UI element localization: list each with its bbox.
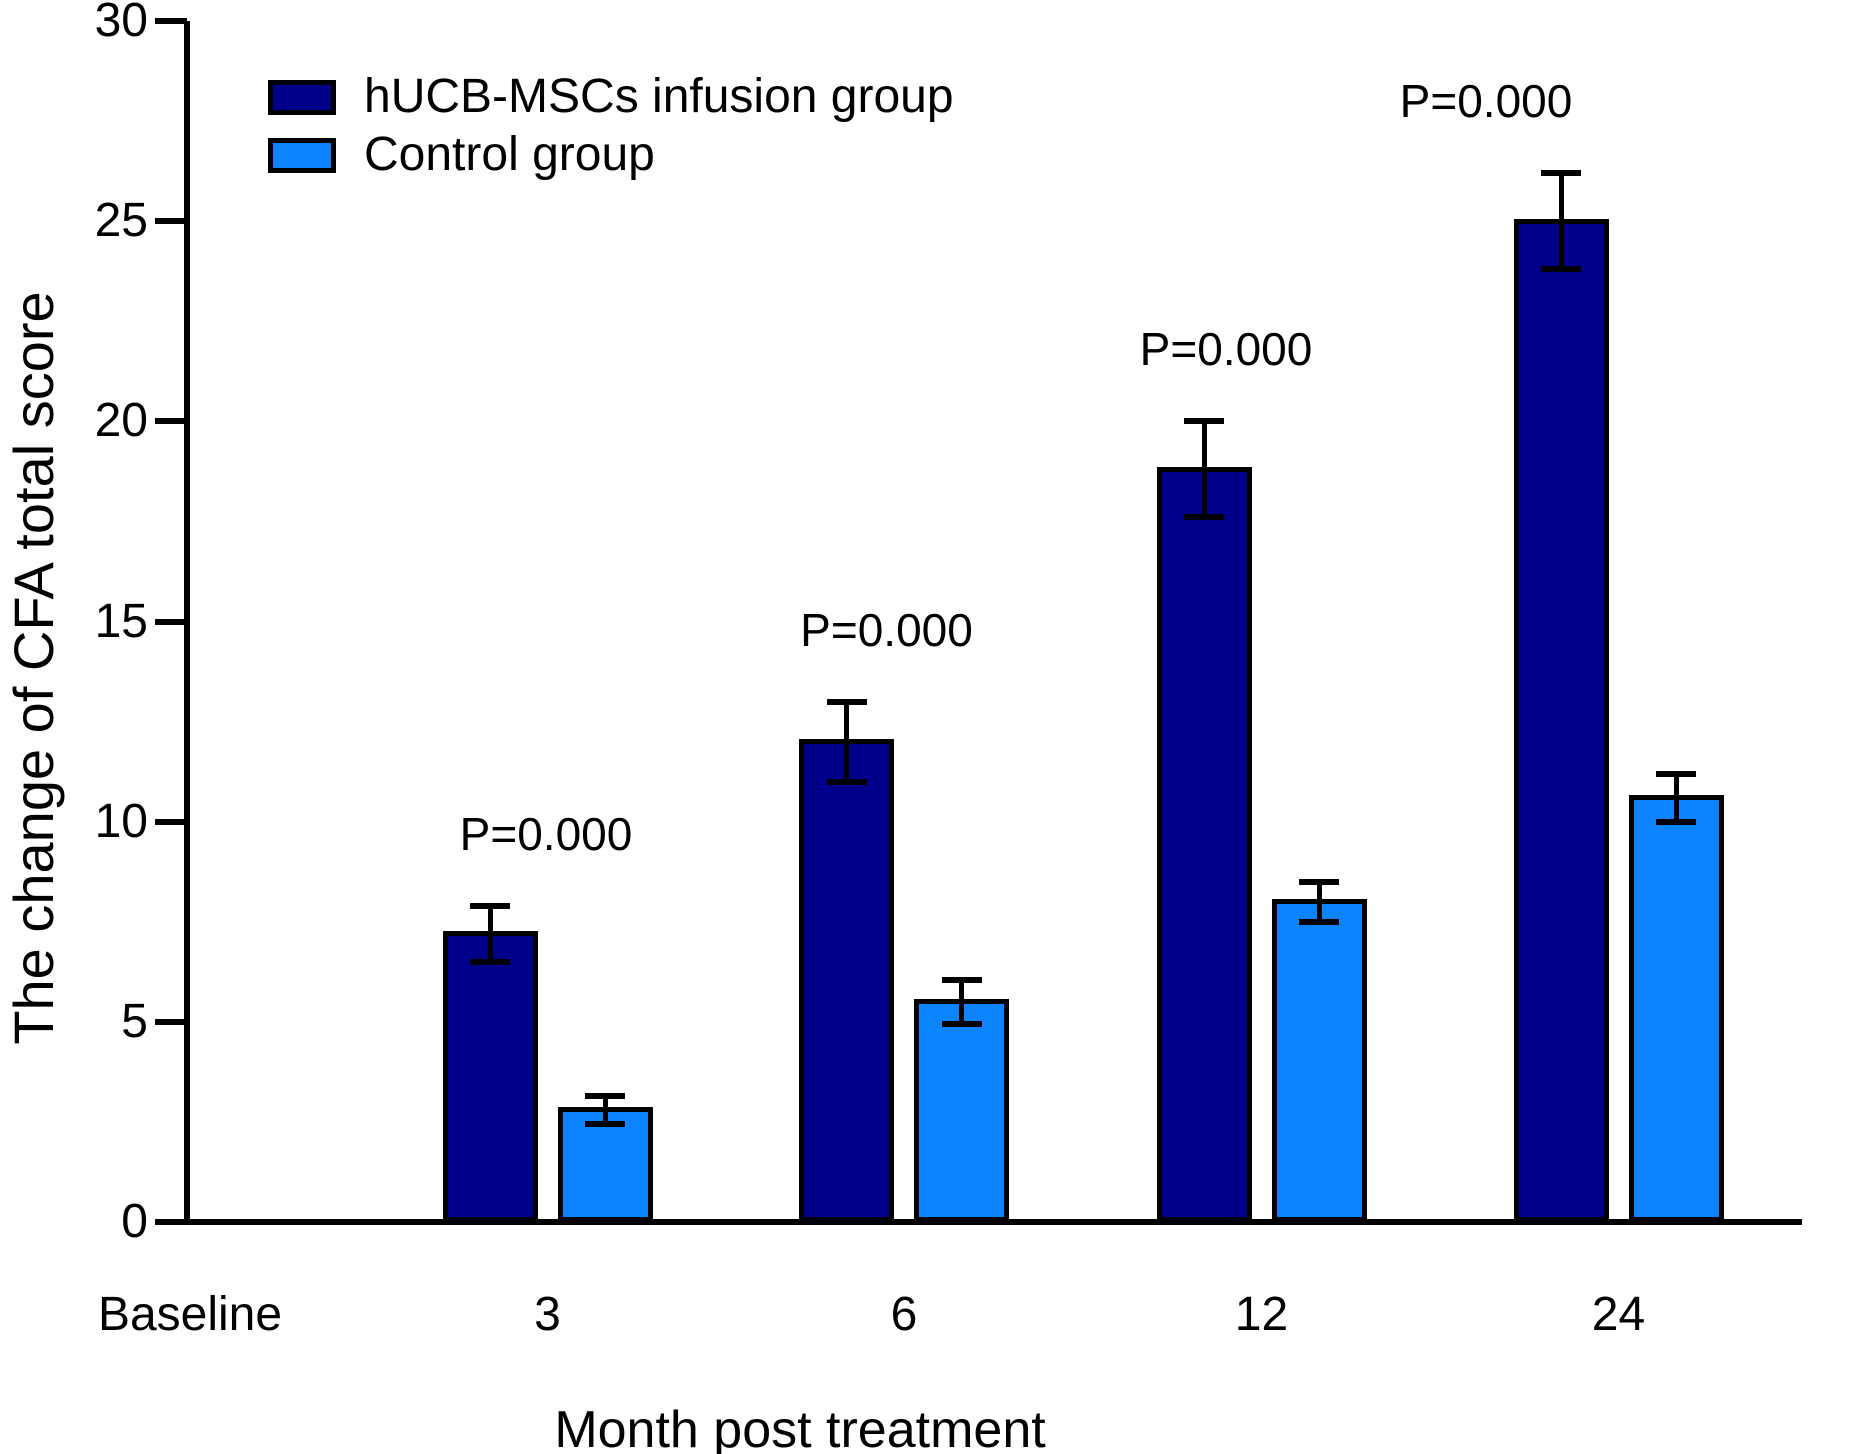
error-bar-cap-bottom bbox=[941, 1020, 982, 1027]
y-tick-label: 30 bbox=[94, 0, 148, 47]
error-bar-cap-top bbox=[941, 976, 982, 983]
error-bar-line bbox=[959, 979, 964, 1024]
y-tick bbox=[155, 18, 187, 24]
error-bar-cap-bottom bbox=[826, 778, 867, 785]
error-bar-cap-top bbox=[1541, 170, 1581, 177]
legend-label-infusion-group: hUCB-MSCs infusion group bbox=[364, 70, 954, 123]
error-bar-line bbox=[1316, 881, 1322, 922]
legend-swatch-control-group bbox=[268, 137, 336, 173]
x-axis-line bbox=[184, 1219, 1802, 1225]
bar-infusion-group bbox=[1513, 218, 1609, 1222]
legend-item-infusion: hUCB-MSCs infusion group bbox=[268, 70, 954, 123]
y-tick bbox=[155, 418, 187, 425]
legend-swatch-infusion-group bbox=[268, 79, 336, 115]
x-category-label: 12 bbox=[1234, 1288, 1289, 1341]
y-tick-label: 5 bbox=[121, 994, 148, 1048]
bar-control-group bbox=[1271, 899, 1367, 1222]
error-bar-cap-top bbox=[470, 902, 510, 909]
error-bar-cap-bottom bbox=[1656, 818, 1696, 825]
legend-item-control: Control group bbox=[268, 128, 954, 181]
y-tick bbox=[155, 818, 187, 825]
p-value-annotation: P=0.000 bbox=[800, 603, 973, 656]
error-bar-line bbox=[1558, 173, 1564, 270]
error-bar-cap-top bbox=[1299, 878, 1339, 885]
p-value-annotation: P=0.000 bbox=[1399, 75, 1573, 128]
x-axis-title: Month post treatment bbox=[554, 1401, 1046, 1454]
x-category-label: 6 bbox=[890, 1288, 918, 1341]
error-bar-cap-bottom bbox=[1541, 266, 1581, 273]
y-tick bbox=[155, 218, 187, 225]
error-bar-line bbox=[1201, 421, 1207, 518]
error-bar-cap-bottom bbox=[1184, 514, 1224, 521]
bar-control-group bbox=[1628, 795, 1724, 1222]
bar-control-group bbox=[914, 999, 1009, 1222]
error-bar-cap-bottom bbox=[470, 958, 510, 965]
error-bar-line bbox=[487, 905, 493, 962]
x-category-label: Baseline bbox=[97, 1288, 283, 1341]
error-bar-line bbox=[602, 1095, 608, 1124]
y-tick-label: 15 bbox=[94, 594, 148, 648]
error-bar-cap-top bbox=[826, 698, 867, 705]
y-tick-label: 20 bbox=[94, 394, 148, 448]
error-bar-line bbox=[1673, 773, 1679, 822]
error-bar-line bbox=[844, 701, 849, 782]
error-bar-cap-top bbox=[1656, 770, 1696, 777]
y-tick-label: 10 bbox=[94, 794, 148, 848]
error-bar-cap-bottom bbox=[1299, 918, 1339, 925]
bar-infusion-group bbox=[1156, 466, 1252, 1222]
p-value-annotation: P=0.000 bbox=[1139, 323, 1313, 376]
y-tick bbox=[155, 1018, 187, 1025]
legend: hUCB-MSCs infusion group Control group bbox=[268, 70, 954, 192]
bar-infusion-group bbox=[799, 739, 894, 1222]
error-bar-cap-bottom bbox=[585, 1120, 625, 1127]
y-tick-label: 25 bbox=[94, 194, 148, 248]
error-bar-cap-top bbox=[1184, 418, 1224, 425]
y-tick bbox=[155, 1219, 187, 1225]
y-tick bbox=[155, 618, 187, 625]
y-tick-label: 0 bbox=[121, 1195, 148, 1248]
bar-infusion-group bbox=[442, 931, 538, 1222]
legend-label-control-group: Control group bbox=[364, 128, 655, 181]
x-category-label: 24 bbox=[1591, 1288, 1646, 1341]
p-value-annotation: P=0.000 bbox=[459, 807, 633, 860]
y-axis-line bbox=[184, 21, 190, 1225]
x-category-label: 3 bbox=[534, 1288, 561, 1341]
error-bar-cap-top bbox=[585, 1092, 625, 1099]
